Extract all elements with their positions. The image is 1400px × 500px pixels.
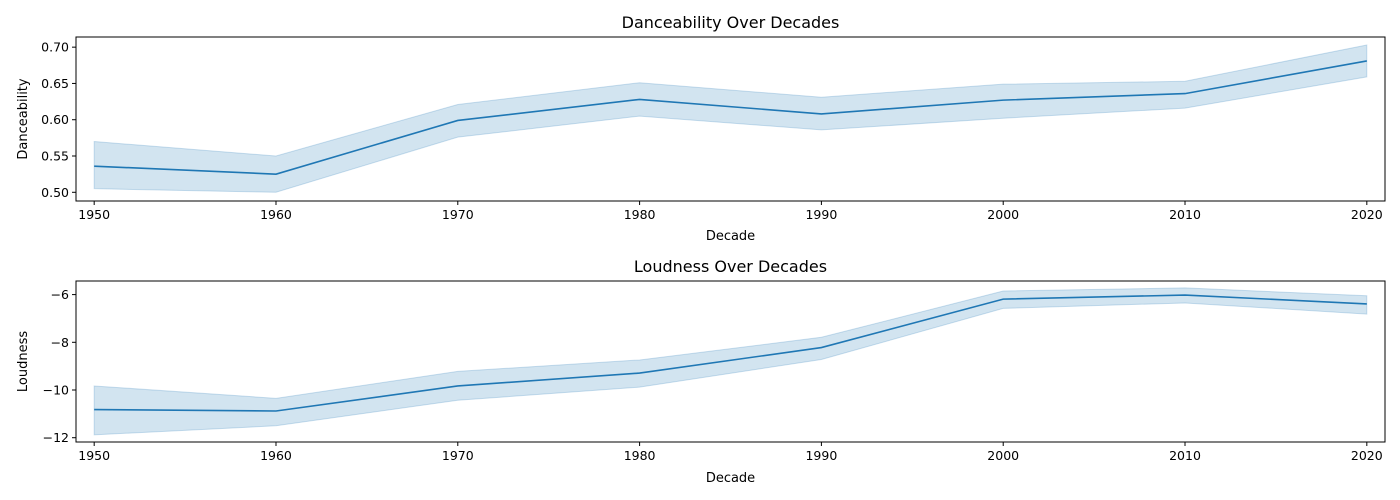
x-tick-label: 1980 [624, 207, 656, 222]
x-tick-label: 2020 [1351, 207, 1383, 222]
x-tick-label: 1980 [624, 448, 656, 463]
x-tick-label: 2000 [987, 207, 1019, 222]
series-line [94, 60, 1367, 175]
x-tick-label: 1990 [805, 207, 837, 222]
plot-frame [75, 280, 1386, 443]
y-tick-label: −8 [51, 335, 69, 350]
x-tick-label: 1960 [260, 448, 292, 463]
x-tick-label: 1960 [260, 207, 292, 222]
y-tick-label: −6 [51, 287, 69, 302]
x-tick-label: 2020 [1351, 448, 1383, 463]
plot-frame [75, 36, 1386, 202]
series-line [94, 294, 1367, 412]
x-axis-label: Decade [706, 229, 755, 244]
y-tick-label: 0.70 [41, 40, 69, 55]
y-tick-label: 0.55 [41, 149, 69, 164]
y-tick-label: 0.50 [41, 185, 69, 200]
y-tick-label: −12 [43, 430, 69, 445]
x-tick-label: 1970 [442, 207, 474, 222]
x-tick-label: 1990 [805, 448, 837, 463]
x-tick-label: 2010 [1169, 448, 1201, 463]
y-axis-label: Danceability [16, 78, 31, 160]
x-tick-label: 2010 [1169, 207, 1201, 222]
x-tick-label: 1970 [442, 448, 474, 463]
confidence-band [93, 44, 1368, 193]
loudness-chart: Loudness Over Decades 1950 1960 1970 1980 199… [16, 257, 1386, 486]
x-tick-label: 1950 [78, 207, 110, 222]
chart-title: Danceability Over Decades [622, 13, 840, 32]
y-tick-label: 0.60 [41, 112, 69, 127]
x-axis-label: Decade [706, 471, 755, 486]
confidence-band [93, 287, 1368, 436]
y-tick-label: −10 [43, 383, 69, 398]
danceability-chart: Danceability Over Decades 1950 1960 1970 198… [16, 13, 1386, 244]
y-tick-label: 0.65 [41, 76, 69, 91]
x-tick-label: 1950 [78, 448, 110, 463]
x-tick-label: 2000 [987, 448, 1019, 463]
y-axis-label: Loudness [16, 331, 31, 392]
chart-title: Loudness Over Decades [634, 257, 827, 276]
